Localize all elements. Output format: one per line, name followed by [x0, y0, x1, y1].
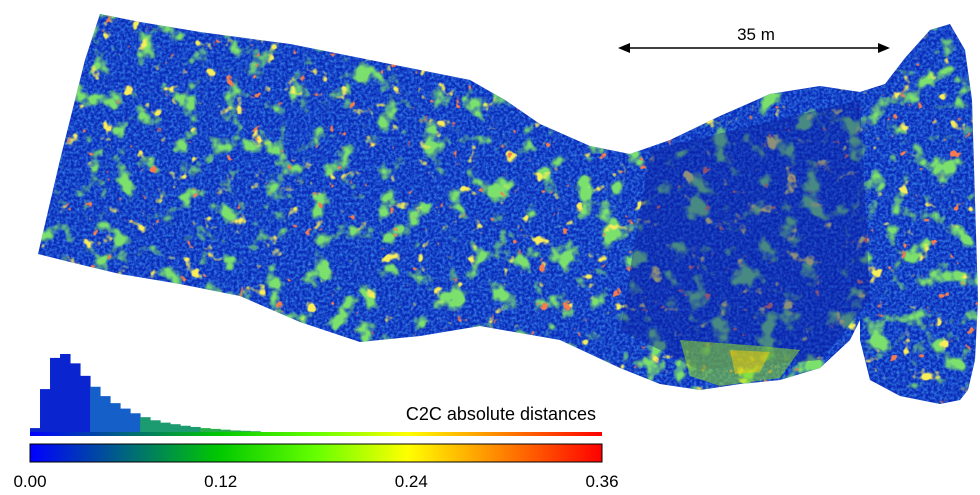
- histogram-bin: [150, 420, 161, 432]
- histogram-bin: [220, 429, 231, 432]
- histogram-bin: [50, 357, 61, 432]
- scale-bar-label: 35 m: [737, 25, 775, 44]
- point-cloud-bright-edge-hot: [730, 350, 770, 374]
- histogram-bin: [120, 408, 131, 432]
- histogram-bin: [110, 403, 121, 432]
- colorbar-tick-label: 0.00: [13, 472, 46, 491]
- histogram-bin: [40, 389, 51, 432]
- colorbar: 0.00 0.12 0.24 0.36: [13, 443, 619, 491]
- histogram-bin: [170, 424, 181, 432]
- histogram-bin: [70, 363, 81, 432]
- histogram-bin: [30, 428, 41, 432]
- colorbar-gradient: [29, 443, 603, 463]
- histogram-bin: [130, 413, 141, 432]
- histogram-bin: [210, 428, 221, 432]
- colorbar-ticks: 0.00 0.12 0.24 0.36: [13, 472, 618, 491]
- histogram-bin: [240, 430, 251, 432]
- histogram-bin: [160, 422, 171, 432]
- histogram-bin: [250, 431, 261, 432]
- distance-histogram: [30, 354, 261, 432]
- histogram-bin: [90, 386, 101, 432]
- point-cloud-dense-blue-region: [620, 100, 870, 370]
- colorbar-tick-label: 0.36: [585, 472, 618, 491]
- histogram-bin: [80, 375, 91, 432]
- colorbar-tick-label: 0.24: [395, 472, 428, 491]
- scale-bar-left-arrow-icon: [618, 43, 630, 53]
- histogram-baseline-white: [30, 436, 602, 439]
- histogram-bin: [100, 396, 111, 432]
- histogram-bin: [230, 430, 241, 432]
- colorbar-tick-label: 0.12: [204, 472, 237, 491]
- histogram-bin: [200, 428, 211, 432]
- histogram-baseline-strip: [30, 432, 602, 436]
- histogram-bin: [190, 426, 201, 432]
- point-cloud-map: [38, 14, 978, 404]
- histogram-bin: [60, 354, 71, 432]
- histogram-bin: [180, 425, 191, 432]
- scale-bar: 35 m: [618, 25, 890, 53]
- colorbar-title: C2C absolute distances: [406, 404, 596, 424]
- histogram-bin: [140, 417, 151, 432]
- scale-bar-right-arrow-icon: [878, 43, 890, 53]
